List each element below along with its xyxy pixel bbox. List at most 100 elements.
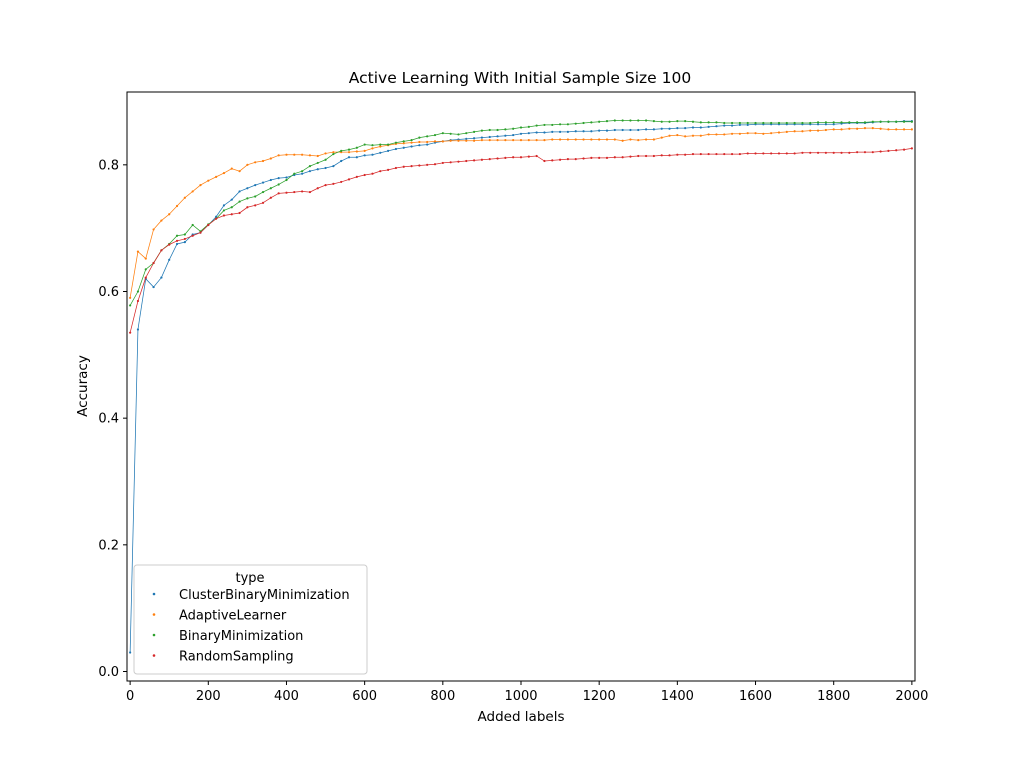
data-point bbox=[762, 152, 765, 155]
data-point bbox=[644, 128, 648, 131]
data-point bbox=[707, 133, 710, 136]
data-point bbox=[543, 131, 546, 134]
data-point bbox=[691, 126, 695, 129]
data-point bbox=[605, 138, 609, 141]
data-point bbox=[254, 195, 257, 198]
data-point bbox=[629, 119, 632, 122]
data-point bbox=[535, 131, 538, 134]
data-point bbox=[285, 153, 288, 156]
data-point bbox=[574, 158, 577, 161]
data-point bbox=[363, 173, 366, 177]
data-point bbox=[230, 213, 233, 216]
data-point bbox=[902, 128, 906, 131]
data-point bbox=[629, 128, 632, 132]
data-point bbox=[402, 142, 405, 145]
data-point bbox=[816, 151, 820, 154]
data-point bbox=[199, 231, 202, 234]
x-tick-label: 200 bbox=[196, 689, 221, 704]
data-point bbox=[301, 172, 304, 175]
data-point bbox=[777, 152, 781, 155]
data-point bbox=[261, 159, 265, 163]
data-point bbox=[519, 139, 523, 142]
data-point bbox=[222, 204, 226, 207]
legend-label: BinaryMinimization bbox=[179, 629, 303, 644]
data-point bbox=[277, 154, 280, 157]
data-point bbox=[715, 125, 718, 128]
y-tick-label: 0.2 bbox=[98, 538, 119, 553]
data-point bbox=[715, 133, 718, 136]
data-point bbox=[152, 285, 155, 289]
data-point bbox=[512, 139, 515, 142]
data-point bbox=[605, 156, 609, 159]
data-point bbox=[379, 145, 382, 148]
data-point bbox=[543, 123, 546, 127]
data-point bbox=[762, 132, 765, 135]
legend-marker bbox=[152, 633, 156, 637]
data-point bbox=[254, 184, 257, 187]
data-point bbox=[441, 140, 444, 143]
data-point bbox=[621, 139, 624, 142]
data-point bbox=[160, 219, 163, 222]
data-point bbox=[394, 147, 398, 151]
data-point bbox=[144, 268, 147, 271]
data-point bbox=[699, 134, 702, 137]
data-point bbox=[168, 213, 171, 216]
data-point bbox=[269, 157, 272, 160]
data-point bbox=[347, 156, 351, 159]
data-point bbox=[824, 121, 827, 124]
data-point bbox=[301, 153, 304, 156]
data-point bbox=[644, 154, 648, 158]
data-point bbox=[840, 151, 843, 154]
data-point bbox=[730, 124, 734, 127]
data-point bbox=[394, 166, 398, 170]
data-point bbox=[183, 196, 186, 199]
data-point bbox=[496, 157, 499, 160]
data-point bbox=[222, 171, 226, 175]
data-point bbox=[441, 132, 444, 135]
data-point bbox=[543, 139, 546, 142]
data-point bbox=[637, 154, 640, 158]
data-point bbox=[426, 163, 429, 166]
data-point bbox=[504, 139, 507, 142]
data-point bbox=[582, 138, 585, 141]
data-point bbox=[535, 139, 538, 142]
data-point bbox=[402, 146, 405, 149]
data-point bbox=[480, 136, 484, 139]
data-point bbox=[863, 121, 867, 124]
legend-label: ClusterBinaryMinimization bbox=[179, 588, 350, 603]
data-point bbox=[324, 158, 327, 161]
data-point bbox=[473, 139, 476, 142]
data-point bbox=[379, 170, 382, 173]
data-point bbox=[754, 152, 757, 155]
data-point bbox=[582, 121, 585, 125]
x-tick-label: 1600 bbox=[739, 689, 772, 704]
legend-item: ClusterBinaryMinimization bbox=[152, 588, 350, 603]
data-point bbox=[902, 148, 906, 151]
data-point bbox=[449, 161, 452, 164]
data-point bbox=[473, 159, 476, 162]
data-point bbox=[637, 128, 640, 132]
data-point bbox=[777, 121, 781, 125]
chart-title: Active Learning With Initial Sample Size… bbox=[349, 69, 691, 87]
x-tick-label: 1400 bbox=[661, 689, 694, 704]
data-point bbox=[465, 139, 468, 142]
data-point bbox=[644, 119, 648, 122]
data-point bbox=[902, 120, 906, 123]
data-point bbox=[730, 132, 734, 135]
data-point bbox=[379, 143, 382, 146]
data-point bbox=[301, 190, 304, 193]
data-point bbox=[715, 152, 718, 156]
data-point bbox=[848, 151, 851, 154]
data-point bbox=[465, 137, 468, 140]
data-point bbox=[863, 127, 867, 130]
data-point bbox=[746, 123, 749, 127]
data-point bbox=[574, 122, 577, 125]
data-point bbox=[785, 152, 788, 155]
data-point bbox=[558, 158, 562, 161]
data-point bbox=[387, 143, 390, 146]
y-tick-label: 0.4 bbox=[98, 412, 119, 427]
data-point bbox=[191, 223, 194, 227]
data-point bbox=[144, 257, 147, 260]
data-point bbox=[832, 121, 835, 124]
data-point bbox=[832, 151, 835, 154]
